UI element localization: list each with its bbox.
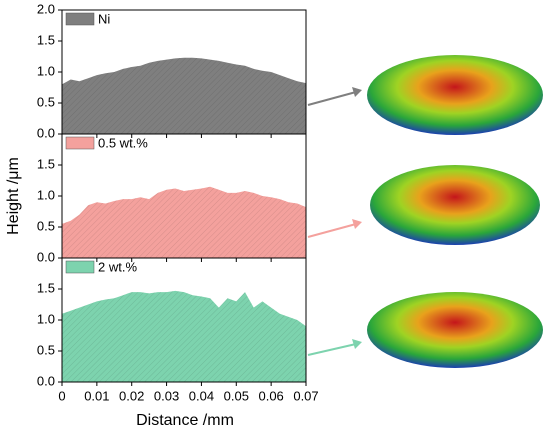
y-tick-label: 1.0	[37, 311, 55, 326]
x-tick-label: 0.05	[224, 388, 249, 403]
area-hatch	[62, 186, 306, 258]
legend-label: Ni	[98, 11, 110, 26]
x-axis-label: Distance /mm	[136, 412, 234, 429]
surface-2	[367, 292, 543, 368]
surface-ni	[367, 55, 543, 135]
area-hatch	[62, 57, 306, 134]
arrow-head	[352, 87, 362, 97]
y-tick-label: 1.5	[37, 32, 55, 47]
legend-swatch	[65, 260, 95, 274]
x-tick-label: 0.04	[189, 388, 214, 403]
y-tick-label: 1.5	[37, 280, 55, 295]
x-tick-label: 0.02	[119, 388, 144, 403]
y-axis-label: Height /μm	[5, 157, 22, 235]
y-tick-label: 0.5	[37, 342, 55, 357]
surface-05	[370, 165, 540, 245]
area-hatch	[62, 290, 306, 382]
arrow-head	[352, 219, 362, 229]
x-tick-label: 0	[58, 388, 65, 403]
arrow-head	[352, 339, 362, 349]
y-tick-label: 1.0	[37, 63, 55, 78]
legend-label: 0.5 wt.%	[98, 135, 148, 150]
legend-swatch	[65, 12, 95, 26]
arrows	[307, 87, 362, 356]
arrow	[307, 223, 357, 238]
y-tick-label: 0.0	[37, 125, 55, 140]
y-tick-label: 1.5	[37, 156, 55, 171]
y-tick-label: 0.0	[37, 373, 55, 388]
y-tick-label: 1.0	[37, 187, 55, 202]
x-tick-label: 0.01	[84, 388, 109, 403]
legend-label: 2 wt.%	[98, 259, 137, 274]
y-tick-label: 0.5	[37, 218, 55, 233]
arrow	[307, 343, 357, 356]
x-tick-label: 0.03	[154, 388, 179, 403]
y-tick-label: 2.0	[37, 1, 55, 16]
x-tick-label: 0.07	[293, 388, 318, 403]
x-tick-label: 0.06	[258, 388, 283, 403]
surface-images	[367, 55, 543, 368]
y-tick-label: 0.0	[37, 249, 55, 264]
panel-frame	[61, 257, 307, 383]
y-tick-label: 0.5	[37, 94, 55, 109]
arrow	[307, 91, 357, 106]
legend-swatch	[65, 136, 95, 150]
